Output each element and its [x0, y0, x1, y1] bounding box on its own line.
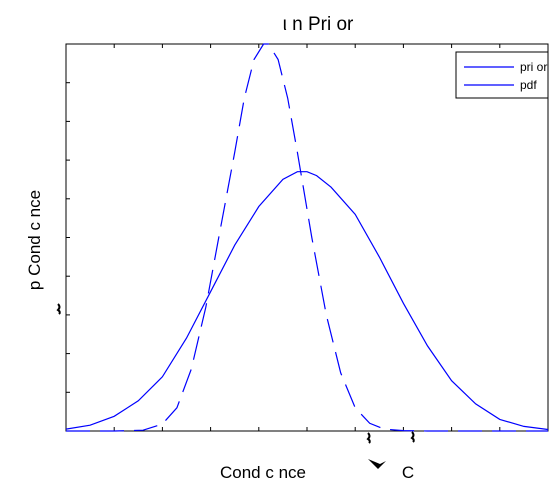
chart-legend: pri or pdf: [455, 51, 549, 99]
stray-mark: [410, 431, 415, 443]
plot-area: [65, 43, 549, 432]
y-axis-label: p Cond c nce: [25, 190, 44, 290]
series-layer: [65, 43, 549, 432]
axes-frame: [65, 43, 549, 432]
x-axis-label-extra: C: [402, 463, 414, 482]
stray-marks: [56, 303, 415, 469]
series-line-1: [65, 171, 549, 431]
chart-title: ι n Pri or: [283, 14, 354, 35]
legend-box: [455, 51, 549, 99]
legend-label-0: pri or: [520, 60, 547, 74]
series-line-0: [66, 43, 548, 432]
stray-mark: [366, 432, 371, 444]
stray-arrow: [368, 459, 386, 469]
stray-mark: [56, 303, 61, 315]
legend-label-1: pdf: [520, 78, 537, 92]
x-axis-label: Cond c nce: [220, 463, 306, 482]
